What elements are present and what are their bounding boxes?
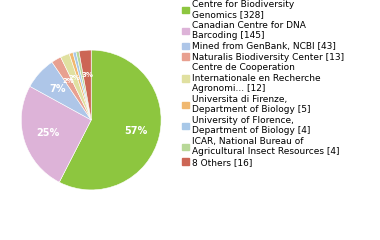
Text: 25%: 25% (36, 128, 59, 138)
Text: 3%: 3% (81, 72, 93, 78)
Wedge shape (21, 86, 91, 182)
Wedge shape (59, 50, 161, 190)
Text: 57%: 57% (124, 126, 147, 136)
Wedge shape (52, 57, 91, 120)
Legend: Centre for Biodiversity
Genomics [328], Canadian Centre for DNA
Barcoding [145],: Centre for Biodiversity Genomics [328], … (182, 0, 344, 167)
Wedge shape (69, 53, 91, 120)
Text: 2%: 2% (63, 78, 74, 84)
Wedge shape (79, 50, 91, 120)
Text: 2%: 2% (68, 75, 80, 81)
Wedge shape (61, 54, 91, 120)
Wedge shape (30, 62, 91, 120)
Wedge shape (76, 51, 91, 120)
Text: 7%: 7% (49, 84, 66, 94)
Wedge shape (73, 52, 91, 120)
